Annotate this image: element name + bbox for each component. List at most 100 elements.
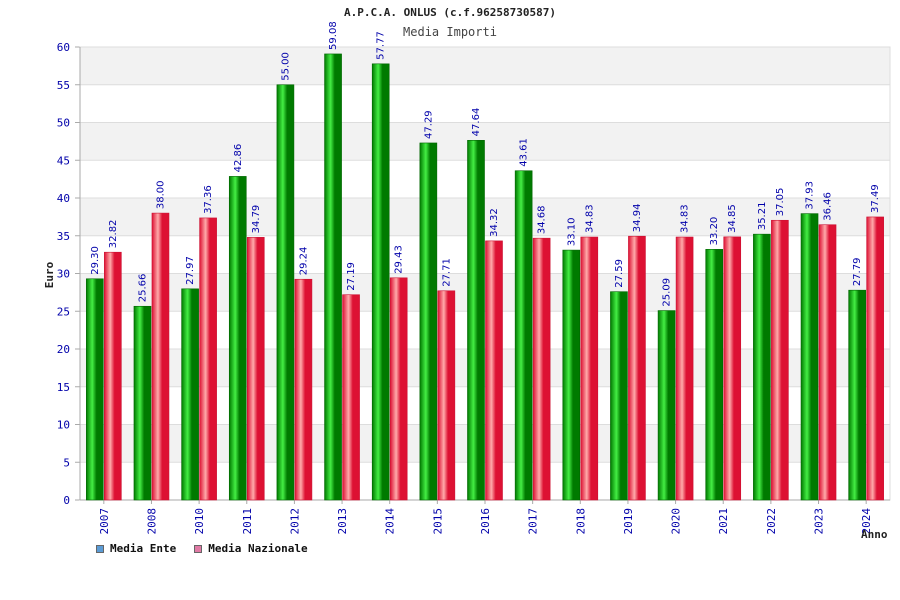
- bar-layer: [86, 53, 884, 501]
- x-tick-label: 2023: [813, 508, 826, 535]
- bar-media-nazionale: [437, 290, 456, 501]
- x-tick-label: 2008: [145, 508, 158, 535]
- chart-subtitle: Media Importi: [403, 25, 497, 39]
- grid-band: [80, 160, 890, 198]
- value-label-media-nazionale: 34.94: [632, 204, 643, 233]
- x-tick-label: 2010: [193, 508, 206, 535]
- y-tick-label: 35: [57, 230, 70, 243]
- value-label-media-ente: 43.61: [519, 138, 530, 167]
- bar-media-nazionale: [389, 277, 408, 501]
- y-tick-label: 15: [57, 381, 70, 394]
- bar-media-nazionale: [628, 235, 646, 501]
- value-label-media-ente: 25.66: [137, 274, 148, 303]
- value-label-media-nazionale: 34.83: [584, 204, 595, 233]
- bar-media-ente: [514, 170, 533, 501]
- bar-media-ente: [181, 288, 199, 501]
- x-tick-label: 2011: [241, 508, 254, 535]
- value-label-media-nazionale: 29.43: [394, 245, 405, 274]
- value-label-media-ente: 47.64: [471, 108, 482, 137]
- value-label-media-nazionale: 38.00: [155, 180, 166, 209]
- y-tick-label: 40: [57, 192, 70, 205]
- bar-media-ente: [228, 176, 247, 501]
- x-axis-title: Anno: [861, 528, 888, 541]
- value-label-media-ente: 42.86: [233, 144, 244, 173]
- legend-label-media-nazionale: Media Nazionale: [208, 542, 308, 555]
- bar-media-ente: [467, 140, 485, 501]
- bar-media-nazionale: [485, 240, 503, 501]
- bar-media-nazionale: [532, 237, 551, 501]
- x-tick-label: 2007: [98, 508, 111, 535]
- label-layer: 29.30 32.82 25.66 38.00 27.97 37.36 42.86 34.79…: [90, 21, 881, 306]
- value-label-media-ente: 57.77: [376, 31, 387, 60]
- bar-media-nazionale: [818, 224, 837, 501]
- value-label-media-ente: 25.09: [662, 278, 673, 307]
- value-label-media-nazionale: 37.49: [870, 184, 881, 213]
- y-tick-label: 5: [63, 456, 70, 469]
- bar-media-ente: [133, 305, 152, 501]
- bar-media-ente: [371, 63, 390, 501]
- value-label-media-nazionale: 34.79: [251, 205, 262, 234]
- value-label-media-nazionale: 32.82: [108, 220, 119, 249]
- y-tick-label: 10: [57, 419, 70, 432]
- value-label-media-nazionale: 34.32: [489, 208, 500, 237]
- legend-label-media-ente: Media Ente: [110, 542, 177, 555]
- legend-item-media-nazionale: Media Nazionale: [194, 542, 308, 555]
- grid-band: [80, 122, 890, 161]
- legend-swatch-media-nazionale: [194, 544, 203, 553]
- bar-media-nazionale: [342, 294, 360, 501]
- y-tick-label: 45: [57, 154, 70, 167]
- bar-media-nazionale: [675, 236, 694, 501]
- value-label-media-ente: 29.30: [90, 246, 101, 275]
- bar-media-ente: [657, 310, 676, 501]
- bar-media-nazionale: [866, 216, 884, 501]
- x-tick-label: 2015: [431, 508, 444, 535]
- bar-media-nazionale: [723, 236, 742, 501]
- bar-media-ente: [324, 53, 342, 501]
- value-label-media-nazionale: 36.46: [823, 192, 834, 221]
- x-tick-label: 2016: [479, 508, 492, 535]
- value-label-media-ente: 33.20: [709, 217, 720, 246]
- x-tick-label: 2018: [574, 508, 587, 535]
- bar-media-ente: [753, 233, 771, 501]
- chart-title: A.P.C.A. ONLUS (c.f.96258730587): [344, 6, 556, 19]
- value-label-media-nazionale: 37.05: [775, 188, 786, 217]
- value-label-media-nazionale: 34.83: [680, 204, 691, 233]
- x-tick-label: 2022: [765, 508, 778, 535]
- y-tick-label: 25: [57, 305, 70, 318]
- value-label-media-ente: 27.97: [185, 256, 196, 285]
- value-label-media-ente: 55.00: [280, 52, 291, 81]
- value-label-media-ente: 35.21: [757, 202, 768, 231]
- value-label-media-ente: 27.79: [852, 258, 863, 287]
- bar-media-ente: [610, 291, 628, 501]
- bar-media-nazionale: [580, 236, 599, 501]
- bar-media-nazionale: [294, 278, 313, 501]
- bar-media-ente: [276, 84, 295, 501]
- bar-media-nazionale: [151, 212, 170, 501]
- bar-media-ente: [419, 142, 438, 501]
- value-label-media-ente: 59.08: [328, 21, 339, 50]
- value-label-media-ente: 47.29: [423, 110, 434, 139]
- legend-item-media-ente: Media Ente: [96, 542, 176, 555]
- x-tick-label: 2024: [860, 508, 873, 535]
- x-tick-label: 2019: [622, 508, 635, 535]
- value-label-media-ente: 33.10: [566, 217, 577, 246]
- y-axis-title: Euro: [43, 261, 56, 288]
- x-tick-label: 2021: [717, 508, 730, 535]
- bar-media-ente: [800, 213, 819, 501]
- y-tick-label: 20: [57, 343, 70, 356]
- x-tick-label: 2013: [336, 508, 349, 535]
- y-tick-label: 60: [57, 41, 70, 54]
- legend-swatch-media-ente: [96, 544, 104, 553]
- x-tick-label: 2017: [527, 508, 540, 535]
- bar-media-nazionale: [104, 251, 122, 501]
- bar-media-ente: [705, 249, 724, 501]
- bar-media-ente: [86, 278, 104, 501]
- value-label-media-ente: 27.59: [614, 259, 625, 288]
- y-tick-label: 50: [57, 117, 70, 130]
- bar-media-ente: [848, 289, 866, 501]
- value-label-media-nazionale: 34.68: [537, 206, 548, 235]
- grid-band: [80, 84, 890, 123]
- bar-media-nazionale: [246, 237, 265, 501]
- bar-media-nazionale: [771, 219, 789, 501]
